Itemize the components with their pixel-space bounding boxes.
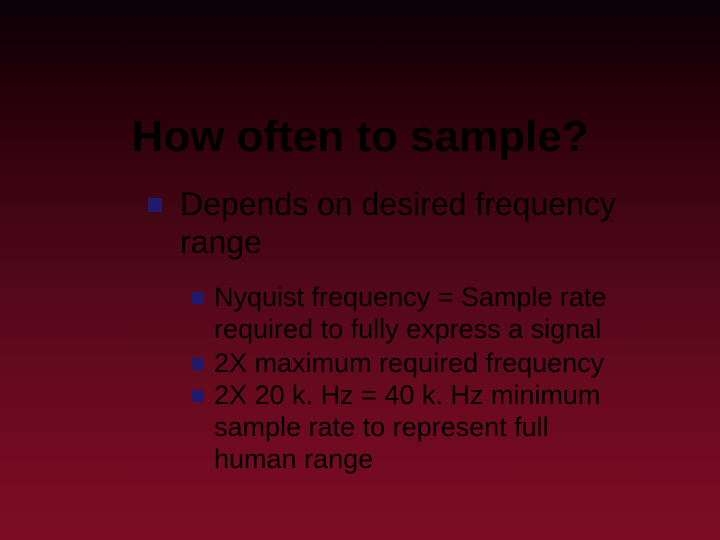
slide: How often to sample? Depends on desired … [0,0,720,540]
slide-title: How often to sample? [0,112,720,162]
square-bullet-icon [192,292,204,304]
bullet-l2-2: 2X 20 k. Hz = 40 k. Hz minimum sample ra… [192,380,614,476]
square-bullet-icon [192,390,204,402]
bullet-l2-1: 2X maximum required frequency [192,348,614,380]
bullet-text: Nyquist frequency = Sample rate required… [214,282,614,346]
square-bullet-icon [192,358,204,370]
bullet-text: Depends on desired frequency range [180,186,630,262]
bullet-l2-0: Nyquist frequency = Sample rate required… [192,282,614,346]
bullet-l1-0: Depends on desired frequency range [148,186,630,262]
square-bullet-icon [148,198,162,212]
bullet-text: 2X 20 k. Hz = 40 k. Hz minimum sample ra… [214,380,614,476]
bullet-text: 2X maximum required frequency [214,348,614,380]
